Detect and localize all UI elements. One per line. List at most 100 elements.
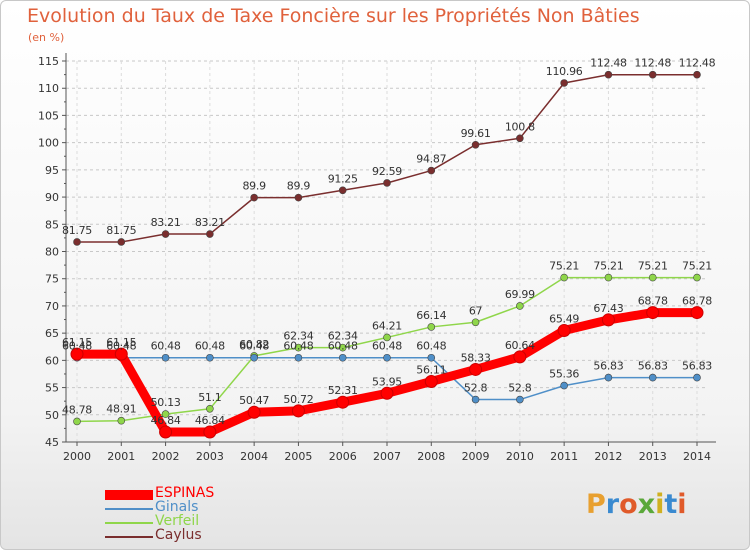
y-tick-label: 90 bbox=[45, 191, 59, 204]
data-point bbox=[601, 313, 615, 327]
data-label: 58.33 bbox=[461, 351, 491, 364]
data-label: 60.82 bbox=[239, 338, 269, 351]
data-label: 67.43 bbox=[593, 302, 623, 315]
data-point bbox=[471, 140, 480, 149]
y-tick-label: 115 bbox=[38, 55, 59, 68]
data-point bbox=[424, 375, 438, 389]
data-point bbox=[294, 353, 303, 362]
x-tick-label: 2010 bbox=[506, 450, 534, 463]
x-tick-label: 2011 bbox=[550, 450, 578, 463]
data-point bbox=[469, 362, 483, 376]
x-tick-label: 2005 bbox=[284, 450, 312, 463]
data-label: 53.95 bbox=[372, 375, 402, 388]
data-point bbox=[161, 410, 170, 418]
data-label: 51.1 bbox=[198, 391, 221, 404]
data-point bbox=[648, 373, 657, 382]
data-point bbox=[383, 353, 391, 362]
data-point bbox=[250, 353, 258, 362]
data-label: 94.87 bbox=[416, 153, 446, 166]
data-label: 89.9 bbox=[287, 180, 311, 193]
data-label: 60.48 bbox=[62, 340, 92, 353]
y-tick-label: 50 bbox=[45, 409, 59, 422]
legend-label: Verfeil bbox=[155, 513, 200, 529]
data-label: 83.21 bbox=[195, 216, 225, 229]
data-point bbox=[206, 230, 214, 238]
y-tick-label: 45 bbox=[45, 436, 59, 449]
data-label: 60.48 bbox=[195, 340, 225, 353]
data-label: 56.83 bbox=[593, 360, 623, 373]
data-point bbox=[206, 404, 214, 413]
data-point bbox=[604, 70, 613, 79]
x-tick-label: 2009 bbox=[462, 450, 490, 463]
data-point bbox=[516, 134, 524, 143]
x-tick-label: 2000 bbox=[63, 450, 91, 463]
data-point bbox=[427, 166, 436, 175]
data-label: 112.48 bbox=[590, 57, 627, 70]
data-label: 52.31 bbox=[328, 384, 358, 397]
data-label: 61.15 bbox=[106, 336, 136, 349]
data-label: 56.83 bbox=[638, 360, 668, 373]
chart-title: Evolution du Taux de Taxe Foncière sur l… bbox=[27, 5, 640, 27]
x-tick-label: 2004 bbox=[240, 450, 268, 463]
data-point bbox=[338, 353, 347, 362]
x-tick-label: 2014 bbox=[683, 450, 711, 463]
data-label: 69.99 bbox=[505, 288, 535, 301]
data-label: 60.48 bbox=[106, 340, 136, 353]
data-label: 60.64 bbox=[505, 339, 535, 352]
data-point bbox=[161, 230, 170, 238]
legend-swatch bbox=[105, 508, 153, 510]
data-point bbox=[471, 318, 480, 327]
data-label: 112.48 bbox=[634, 57, 671, 70]
data-point bbox=[336, 395, 350, 409]
x-tick-label: 2007 bbox=[373, 450, 401, 463]
legend-label: Caylus bbox=[155, 527, 202, 543]
x-tick-label: 2003 bbox=[196, 450, 224, 463]
data-point bbox=[471, 395, 480, 404]
data-point bbox=[693, 273, 701, 282]
data-label: 62.34 bbox=[283, 330, 313, 343]
data-label: 60.48 bbox=[372, 340, 402, 353]
unit-label: (en %) bbox=[28, 31, 65, 44]
y-tick-label: 75 bbox=[45, 273, 59, 286]
data-point bbox=[693, 70, 701, 79]
data-point bbox=[117, 238, 126, 246]
data-label: 112.48 bbox=[679, 57, 716, 70]
data-label: 61.15 bbox=[62, 336, 92, 349]
data-label: 83.21 bbox=[151, 216, 181, 229]
x-tick-label: 2001 bbox=[107, 450, 135, 463]
legend-label: Ginals bbox=[155, 499, 199, 515]
data-label: 60.48 bbox=[239, 340, 269, 353]
data-label: 52.8 bbox=[508, 382, 532, 395]
data-label: 99.61 bbox=[461, 127, 491, 140]
data-label: 81.75 bbox=[62, 224, 92, 237]
data-label: 56.11 bbox=[416, 364, 446, 377]
data-point bbox=[294, 193, 303, 202]
data-label: 68.78 bbox=[682, 295, 712, 308]
data-label: 52.8 bbox=[464, 382, 488, 395]
data-label: 75.21 bbox=[638, 260, 668, 273]
x-tick-label: 2012 bbox=[594, 450, 622, 463]
y-tick-label: 55 bbox=[45, 382, 59, 395]
data-point bbox=[250, 193, 258, 202]
proxiti-logo: Proxiti bbox=[586, 489, 687, 520]
data-point bbox=[338, 343, 347, 352]
data-label: 81.75 bbox=[106, 224, 136, 237]
data-point bbox=[516, 395, 524, 404]
data-label: 110.96 bbox=[546, 65, 583, 78]
data-label: 50.13 bbox=[151, 396, 181, 409]
y-tick-label: 95 bbox=[45, 164, 59, 177]
data-point bbox=[604, 373, 613, 382]
legend-label: ESPINAS bbox=[155, 485, 215, 501]
data-point bbox=[294, 343, 303, 352]
data-point bbox=[380, 386, 394, 400]
data-label: 89.9 bbox=[242, 180, 266, 193]
y-tick-label: 110 bbox=[38, 82, 59, 95]
data-label: 67 bbox=[469, 304, 483, 317]
data-point bbox=[560, 273, 568, 282]
data-point bbox=[427, 353, 436, 362]
legend-swatch bbox=[105, 490, 153, 500]
data-label: 92.59 bbox=[372, 165, 402, 178]
data-label: 55.36 bbox=[549, 368, 579, 381]
